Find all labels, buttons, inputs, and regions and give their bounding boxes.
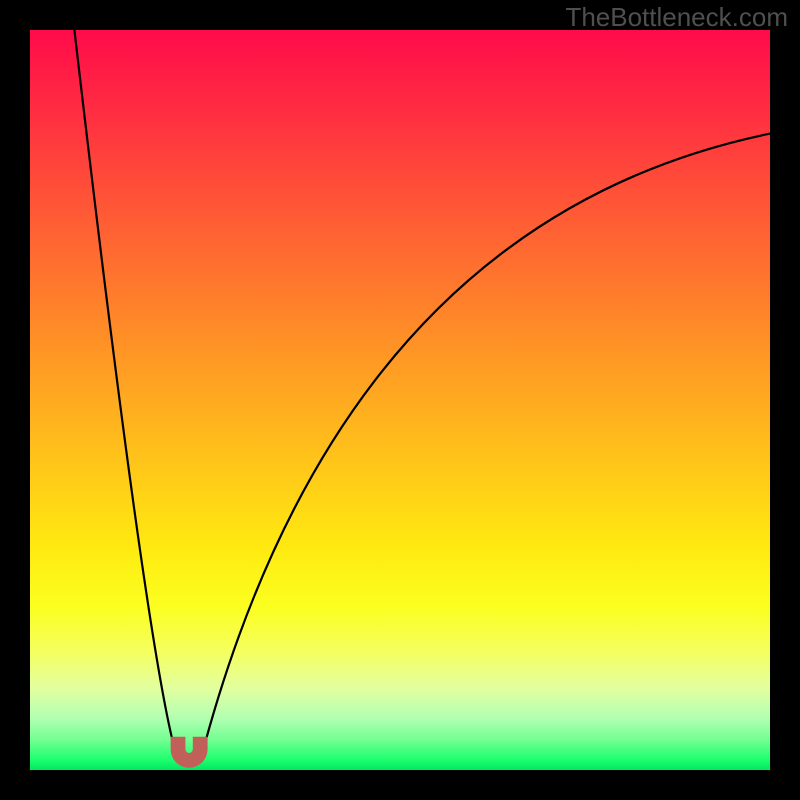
- bottleneck-plot: [0, 0, 800, 800]
- gradient-background: [30, 30, 770, 770]
- watermark-label: TheBottleneck.com: [565, 2, 788, 33]
